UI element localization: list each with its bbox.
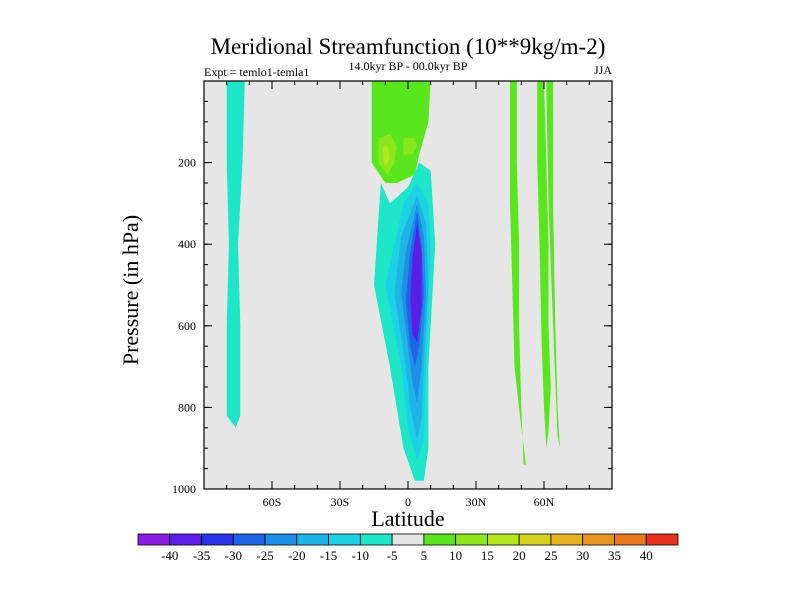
y-axis-label: Pressure (in hPa) — [118, 215, 143, 365]
contour-region-sh-cell — [226, 81, 245, 428]
contour-region-tropical-cell-6 — [410, 223, 422, 343]
colorbar-swatch — [137, 533, 171, 546]
colorbar-label: -20 — [288, 548, 305, 563]
axis-ticks: 60S 30S 0 30N 60N 200 400 600 800 1000 — [172, 80, 613, 509]
colorbar-swatch — [232, 533, 266, 546]
x-tick-label: 30S — [331, 495, 350, 509]
contour-region-upper-yellow-3 — [403, 138, 418, 155]
contour-region-nh-cell-mid — [519, 81, 551, 449]
x-tick-label: 60S — [263, 495, 282, 509]
colorbar-label: 40 — [640, 548, 653, 563]
y-tick-label: 200 — [178, 156, 196, 170]
colorbar-swatch — [359, 533, 393, 546]
y-tick-label: 600 — [178, 319, 196, 333]
chart-subtitle: 14.0kyr BP - 00.0kyr BP — [349, 59, 468, 73]
x-tick-label: 0 — [405, 495, 411, 509]
colorbar-label: -35 — [193, 548, 210, 563]
colorbar: -40 -35 -30 -25 -20 -15 -10 -5 5 10 15 20 25 30 35 40 — [137, 533, 679, 563]
colorbar-swatch — [455, 533, 488, 546]
contour-regions — [226, 81, 560, 481]
contour-region-nh-cell-left — [510, 81, 526, 465]
colorbar-label: 20 — [513, 548, 526, 563]
colorbar-swatch — [518, 533, 552, 546]
colorbar-label: 30 — [576, 548, 589, 563]
colorbar-swatch — [645, 533, 679, 546]
x-axis-label: Latitude — [371, 506, 444, 531]
colorbar-swatch — [169, 533, 202, 546]
colorbar-swatch — [423, 533, 457, 546]
colorbar-label: 25 — [544, 548, 557, 563]
y-tick-label: 800 — [178, 400, 196, 414]
chart-title: Meridional Streamfunction (10**9kg/m-2) — [211, 34, 606, 59]
colorbar-label: -30 — [225, 548, 242, 563]
colorbar-swatch — [391, 533, 425, 546]
colorbar-label: 10 — [449, 548, 462, 563]
x-tick-label: 60N — [534, 495, 555, 509]
colorbar-label: -5 — [387, 548, 398, 563]
colorbar-swatch — [487, 533, 520, 546]
colorbar-label: 5 — [421, 548, 428, 563]
colorbar-swatch — [550, 533, 584, 546]
colorbar-swatch — [614, 533, 647, 546]
season-label: JJA — [594, 63, 612, 77]
colorbar-label: -25 — [256, 548, 273, 563]
x-tick-label: 30N — [466, 495, 487, 509]
colorbar-swatch — [264, 533, 298, 546]
colorbar-swatch — [582, 533, 615, 546]
colorbar-label: -10 — [352, 548, 369, 563]
experiment-label: Expt = temlo1-temla1 — [204, 65, 309, 79]
colorbar-label: -15 — [320, 548, 337, 563]
colorbar-label: -40 — [161, 548, 178, 563]
colorbar-swatch — [296, 533, 329, 546]
contour-region-upper-yellow-2 — [383, 146, 390, 167]
colorbar-swatch — [201, 533, 234, 546]
colorbar-label: 15 — [481, 548, 494, 563]
colorbar-label: 35 — [608, 548, 621, 563]
contour-region-nh-cell-right — [546, 81, 560, 449]
colorbar-swatch — [328, 533, 361, 546]
y-tick-label: 1000 — [172, 482, 196, 496]
y-tick-label: 400 — [178, 237, 196, 251]
